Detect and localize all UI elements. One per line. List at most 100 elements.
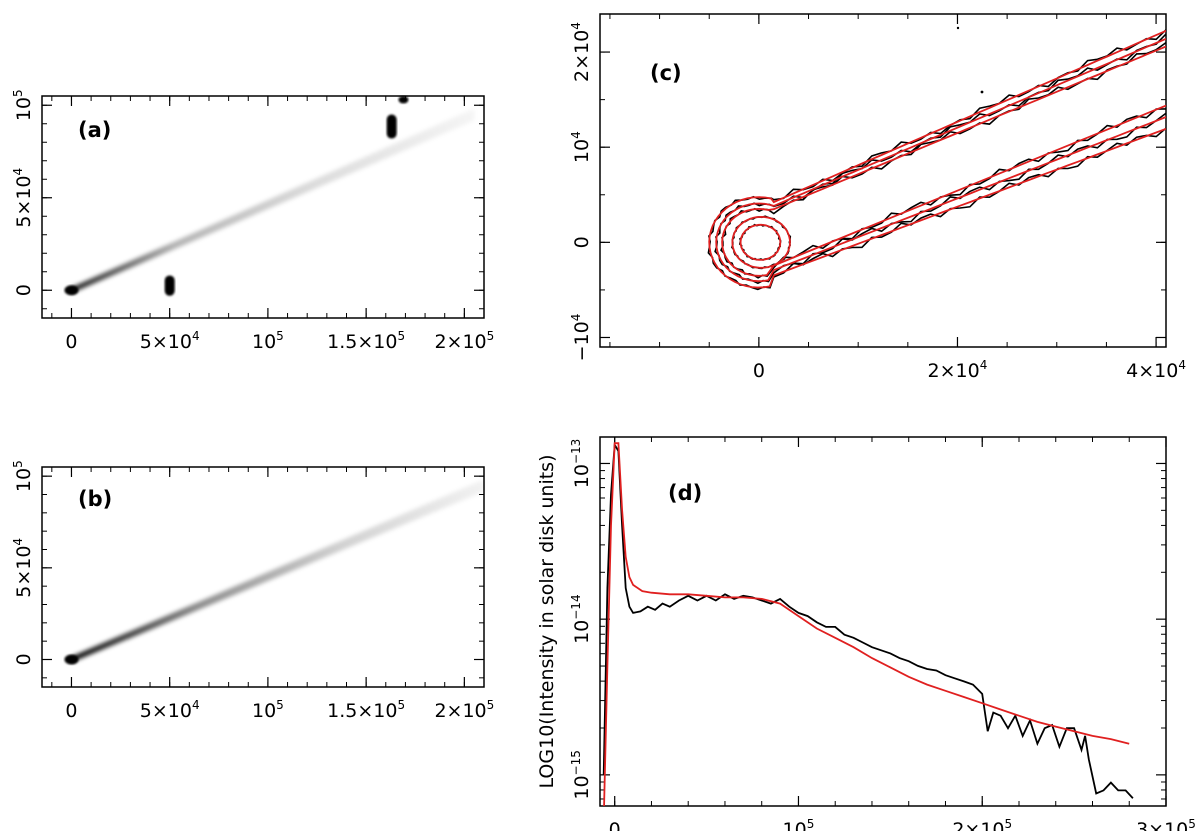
x-tick-mantissa: 5×10 [140, 331, 192, 353]
y-tick-exponent: 4 [569, 22, 583, 30]
x-tick-exponent: 5 [276, 698, 284, 712]
contour-area [707, 26, 1166, 291]
x-tick-label: 5×104 [140, 698, 200, 722]
y-axis-title: LOG10(Intensity in solar disk units) [536, 455, 558, 789]
y-tick-mantissa: 10 [13, 468, 35, 492]
y-tick-mantissa: 0 [571, 236, 593, 248]
x-tick-label-text: 0 [609, 819, 621, 831]
x-tick-mantissa: 0 [65, 331, 77, 353]
x-tick-label-text: 2×104 [928, 358, 988, 382]
comet-tail-model [71, 479, 484, 663]
y-tick-label-text: −104 [569, 314, 593, 362]
y-tick-label: 2×104 [569, 22, 593, 82]
y-tick-label-text: 2×104 [569, 22, 593, 82]
y-tick-mantissa: −10 [571, 321, 593, 361]
y-tick-mantissa: 5×10 [13, 546, 35, 598]
x-tick-mantissa: 0 [65, 700, 77, 722]
x-tick-label: 0 [65, 700, 77, 722]
speck [956, 26, 960, 30]
y-tick-mantissa: 10 [571, 620, 593, 644]
model-contour-2 [721, 45, 1166, 277]
speck [980, 90, 984, 94]
y-tick-label: 0 [571, 236, 593, 248]
x-tick-label: 0 [753, 360, 765, 382]
plot-frame [41, 95, 485, 319]
plot-frame [41, 466, 485, 688]
x-tick-label: 105 [252, 329, 284, 353]
x-tick-label-text: 105 [252, 698, 284, 722]
y-tick-exponent: 4 [569, 131, 583, 139]
y-tick-label: 105 [11, 89, 35, 121]
y-tick-label-text: 105 [11, 460, 35, 492]
y-tick-label: 105 [11, 460, 35, 492]
x-tick-label: 5×104 [140, 329, 200, 353]
y-tick-exponent: 5 [11, 89, 25, 97]
y-tick-mantissa: 10 [571, 775, 593, 799]
x-tick-label-text: 2×105 [434, 329, 494, 353]
x-tick-exponent: 4 [980, 358, 988, 372]
x-tick-mantissa: 10 [252, 331, 276, 353]
panel-label: (d) [668, 481, 702, 505]
plot-frame [599, 436, 1167, 807]
x-tick-mantissa: 3×10 [1136, 819, 1188, 831]
x-tick-exponent: 5 [487, 698, 495, 712]
x-tick-label: 4×104 [1126, 358, 1186, 382]
panel-label: (c) [650, 61, 682, 85]
x-tick-label-text: 0 [753, 360, 765, 382]
x-tick-label: 0 [609, 819, 621, 831]
x-tick-mantissa: 4×10 [1126, 360, 1178, 382]
model-contour-4 [708, 29, 1166, 289]
comet-nucleus [64, 654, 79, 665]
x-tick-label: 2×104 [928, 358, 988, 382]
y-tick-mantissa: 2×10 [571, 30, 593, 82]
x-tick-label-text: 3×105 [1136, 817, 1196, 831]
y-tick-label: 0 [13, 284, 35, 296]
y-tick-label: 0 [13, 653, 35, 665]
y-tick-exponent: −14 [569, 594, 583, 619]
y-tick-label-text: 0 [13, 284, 35, 296]
y-tick-label: 5×104 [11, 538, 35, 598]
x-tick-exponent: 4 [192, 698, 200, 712]
star-blob-top [398, 96, 409, 104]
y-tick-mantissa: 10 [13, 97, 35, 121]
y-tick-label: 5×104 [11, 168, 35, 228]
y-tick-mantissa: 0 [13, 653, 35, 665]
x-tick-label: 105 [252, 698, 284, 722]
x-tick-mantissa: 1.5×10 [327, 700, 397, 722]
x-tick-exponent: 5 [1188, 817, 1196, 831]
panel-label: (b) [78, 487, 112, 511]
x-tick-label: 2×105 [434, 329, 494, 353]
y-tick-label-text: 0 [571, 236, 593, 248]
y-tick-label-text: 104 [569, 131, 593, 163]
y-tick-label: 10−14 [569, 594, 593, 644]
series-area [602, 441, 1134, 806]
x-tick-mantissa: 5×10 [140, 700, 192, 722]
x-tick-label-text: 1.5×105 [327, 329, 405, 353]
x-tick-exponent: 4 [1178, 358, 1186, 372]
x-tick-mantissa: 2×10 [434, 700, 486, 722]
x-tick-label: 105 [783, 817, 815, 831]
y-tick-label-text: 0 [13, 653, 35, 665]
x-tick-mantissa: 10 [252, 700, 276, 722]
y-tick-exponent: 5 [11, 460, 25, 468]
x-tick-label: 1.5×105 [327, 698, 405, 722]
y-tick-label: 104 [569, 131, 593, 163]
x-tick-exponent: 5 [1005, 817, 1013, 831]
x-tick-label-text: 1.5×105 [327, 698, 405, 722]
x-tick-mantissa: 10 [783, 819, 807, 831]
y-tick-exponent: −15 [569, 750, 583, 775]
y-tick-exponent: −13 [569, 439, 583, 464]
x-tick-label-text: 105 [252, 329, 284, 353]
x-tick-label-text: 5×104 [140, 698, 200, 722]
x-tick-mantissa: 1.5×10 [327, 331, 397, 353]
y-tick-mantissa: 10 [571, 139, 593, 163]
x-tick-exponent: 5 [397, 698, 405, 712]
comet-tail-observed [71, 108, 475, 294]
y-tick-label-text: 10−15 [569, 750, 593, 800]
x-tick-exponent: 4 [192, 329, 200, 343]
x-tick-label: 1.5×105 [327, 329, 405, 353]
comet-nucleus [64, 285, 79, 296]
